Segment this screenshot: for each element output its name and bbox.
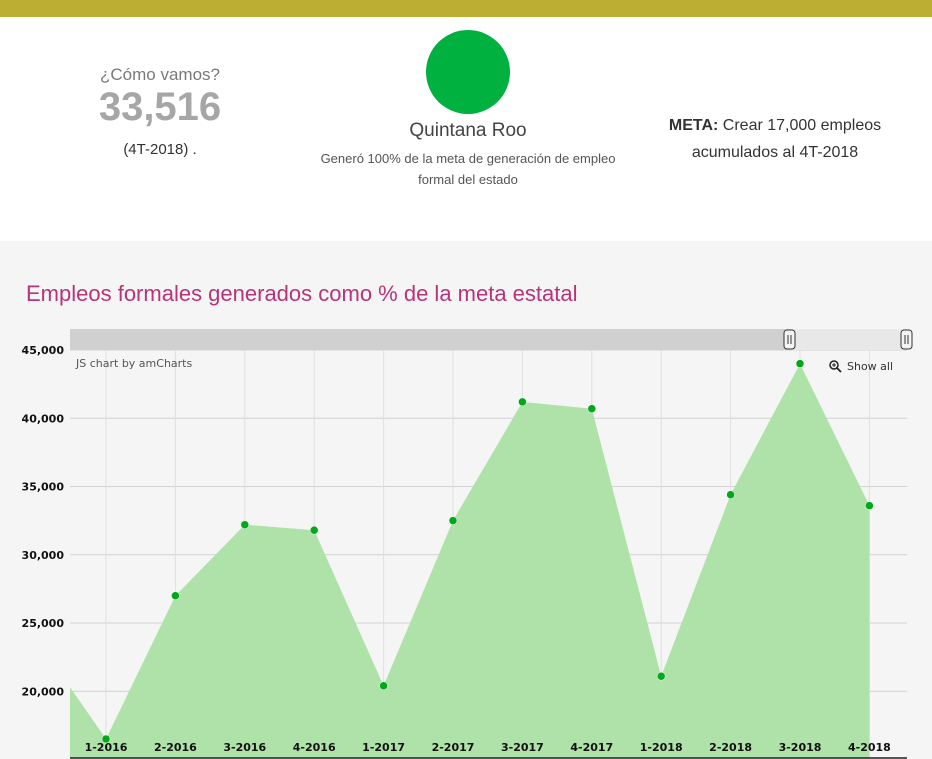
goal-label: META: — [668, 117, 719, 134]
y-tick-label: 25,000 — [22, 617, 65, 630]
progress-question: ¿Cómo vamos? — [100, 65, 220, 84]
summary-panel: ¿Cómo vamos? 33,516 (4T-2018) . Quintana… — [0, 17, 932, 241]
chart-title: Empleos formales generados como % de la … — [26, 281, 578, 306]
y-tick-label: 30,000 — [22, 549, 65, 562]
x-tick-label: 1-2017 — [362, 741, 405, 754]
area-chart: 20,000 25,000 30,000 35,000 40,000 45,000 1-2… — [22, 329, 913, 759]
goal-text: META: Crear 17,000 empleos acumulados al… — [630, 112, 920, 166]
data-point-2-2017[interactable] — [448, 516, 458, 525]
scrollbar-grip-right[interactable] — [900, 329, 913, 350]
x-tick-label: 3-2017 — [501, 741, 544, 754]
area-series — [70, 363, 870, 758]
x-tick-label: 2-2016 — [154, 741, 197, 754]
data-point-4-2018[interactable] — [865, 501, 874, 510]
data-point-4-2017[interactable] — [587, 404, 597, 413]
chart-credit[interactable]: JS chart by amCharts — [75, 357, 192, 370]
data-point-1-2016[interactable] — [101, 734, 111, 744]
scrollbar-thumb[interactable] — [70, 329, 790, 350]
data-point-3-2018[interactable] — [795, 359, 805, 368]
x-tick-label: 2-2018 — [709, 741, 752, 754]
top-accent-bar — [0, 0, 932, 17]
y-tick-label: 40,000 — [22, 412, 65, 425]
chart-panel: Empleos formales generados como % de la … — [0, 241, 932, 759]
x-tick-label: 4-2016 — [293, 741, 336, 754]
x-tick-label: 2-2017 — [432, 741, 475, 754]
x-tick-label: 4-2017 — [570, 741, 613, 754]
goal-description: Crear 17,000 empleos acumulados al 4T-20… — [691, 117, 882, 161]
progress-period: (4T-2018) . — [123, 141, 197, 158]
data-point-1-2017[interactable] — [379, 681, 388, 691]
state-name: Quintana Roo — [409, 120, 527, 141]
progress-value: 33,516 — [98, 85, 222, 129]
data-point-4-2016[interactable] — [309, 525, 319, 535]
status-circle — [426, 30, 510, 114]
x-tick-label: 3-2016 — [223, 741, 266, 754]
x-tick-label: 4-2018 — [848, 741, 891, 754]
state-description: Generó 100% de la meta de generación de … — [320, 151, 616, 187]
x-tick-label: 1-2016 — [85, 741, 128, 754]
x-tick-label: 3-2018 — [779, 741, 822, 754]
data-point-1-2018[interactable] — [656, 671, 666, 681]
show-all-button[interactable]: Show all — [829, 360, 893, 373]
magnifier-icon — [829, 360, 842, 373]
y-tick-label: 35,000 — [22, 481, 65, 494]
scrollbar-grip-left[interactable] — [783, 329, 796, 350]
data-point-2-2016[interactable] — [171, 591, 180, 600]
show-all-label: Show all — [847, 360, 893, 373]
x-tick-label: 1-2018 — [640, 741, 683, 754]
data-point-2-2018[interactable] — [726, 490, 735, 499]
data-point-3-2016[interactable] — [240, 520, 250, 529]
progress-summary: ¿Cómo vamos? 33,516 (4T-2018) . — [60, 65, 260, 158]
y-tick-label: 20,000 — [22, 685, 65, 698]
data-point-3-2017[interactable] — [518, 397, 527, 407]
y-tick-label: 45,000 — [22, 344, 65, 357]
